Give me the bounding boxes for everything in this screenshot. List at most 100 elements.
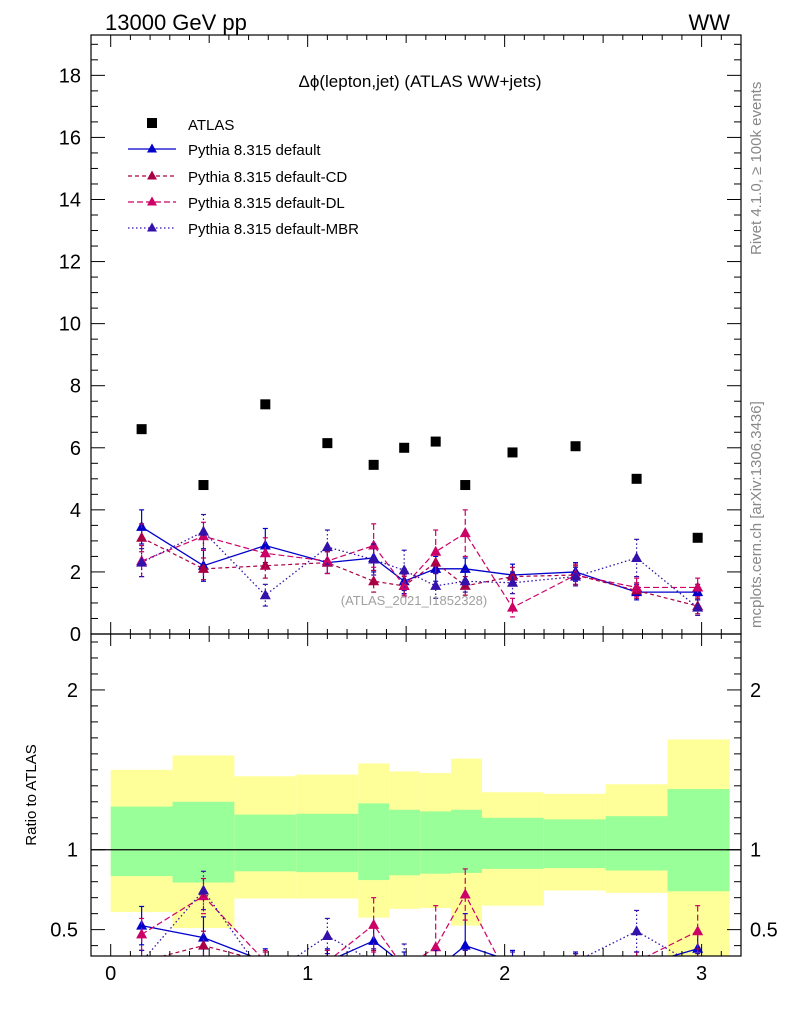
main-panel-data — [136, 399, 704, 618]
ratio-panel-data — [136, 868, 704, 972]
ratio-marker-cd — [465, 955, 466, 956]
rivet-version-label: Rivet 4.1.0, ≥ 100k events — [748, 82, 765, 255]
main-marker-dl — [398, 579, 410, 590]
x-axis-tick-labels: 0 1 2 3 — [105, 963, 707, 985]
ratio-line-dl — [141, 893, 698, 956]
ratio-axis-label: Ratio to ATLAS — [23, 744, 40, 845]
ratio-band-inner — [389, 809, 421, 876]
ratio-marker-dl — [265, 955, 266, 956]
ratio-band-inner — [481, 817, 544, 869]
main-marker-default — [259, 539, 271, 550]
ratio-marker-mbr — [435, 955, 436, 956]
legend: ATLAS Pythia 8.315 default Pythia 8.315 … — [128, 117, 359, 238]
legend-label-mbr: Pythia 8.315 default-MBR — [188, 221, 359, 238]
y-tick-label: 4 — [70, 500, 81, 522]
ratio-marker-mbr — [403, 955, 405, 956]
main-line-default — [141, 526, 698, 593]
ratio-marker-dl — [575, 955, 576, 956]
ratio-y-tick-label-right: 1 — [750, 840, 761, 862]
atlas-data-point — [570, 441, 581, 452]
main-marker-mbr — [321, 541, 333, 552]
ratio-marker-cd — [265, 955, 266, 956]
header-process: WW — [688, 10, 730, 35]
main-marker-dl — [631, 581, 643, 592]
atlas-data-point — [260, 399, 271, 410]
atlas-data-point — [136, 424, 147, 435]
main-marker-mbr — [692, 601, 704, 612]
ratio-marker-dl — [459, 888, 471, 899]
ratio-marker-default — [327, 955, 328, 956]
ratio-marker-dl — [430, 941, 442, 952]
main-marker-mbr — [570, 570, 582, 581]
x-tick-label: 3 — [696, 963, 707, 985]
analysis-watermark: (ATLAS_2021_I1852328) — [341, 593, 487, 608]
main-marker-dl — [459, 527, 471, 538]
main-line-dl — [141, 532, 698, 609]
chart-title: Δϕ(lepton,jet) (ATLAS WW+jets) — [298, 72, 541, 91]
ratio-y-tick-label-right: 0.5 — [750, 920, 778, 942]
legend-label-dl: Pythia 8.315 default-DL — [188, 195, 345, 212]
legend-label-default: Pythia 8.315 default — [188, 142, 321, 159]
ratio-marker-default — [399, 959, 410, 969]
y-tick-label: 6 — [70, 438, 81, 460]
legend-label-atlas: ATLAS — [188, 117, 234, 134]
ratio-marker-mbr — [373, 955, 374, 956]
y-tick-label: 8 — [70, 376, 81, 398]
ratio-marker-mbr — [465, 955, 466, 956]
atlas-data-point — [322, 438, 333, 449]
ratio-marker-mbr — [631, 925, 643, 936]
ratio-line-default — [141, 924, 698, 956]
legend-marker-default — [147, 143, 157, 153]
main-marker-mbr — [631, 551, 643, 562]
main-panel-axes: 0 2 4 6 8 10 12 14 16 18 — [59, 35, 742, 646]
ratio-marker-default — [368, 934, 380, 945]
y-tick-label: 14 — [59, 189, 81, 211]
ratio-marker-cd — [575, 955, 576, 956]
atlas-data-point — [368, 459, 379, 470]
ratio-marker-mbr — [141, 955, 142, 956]
ratio-panel-bands — [91, 739, 741, 956]
ratio-marker-default — [692, 942, 704, 953]
atlas-data-point — [399, 442, 410, 453]
main-marker-dl — [430, 545, 442, 556]
y-tick-label: 12 — [59, 252, 81, 274]
ratio-y-tick-label-right: 2 — [750, 680, 761, 702]
y-tick-label: 10 — [59, 314, 81, 336]
legend-marker-dl — [147, 196, 157, 206]
atlas-data-point — [460, 480, 471, 491]
main-marker-cd — [136, 531, 148, 542]
ratio-marker-default — [197, 931, 209, 942]
legend-marker-mbr — [147, 222, 157, 232]
ratio-y-tick-label: 2 — [67, 680, 78, 702]
main-marker-cd — [197, 562, 209, 573]
main-marker-dl — [321, 555, 333, 566]
main-marker-cd — [259, 559, 271, 570]
mcplots-label: mcplots.cern.ch [arXiv:1306.3436] — [748, 401, 765, 628]
main-marker-mbr — [259, 589, 271, 600]
ratio-marker-cd — [373, 955, 374, 956]
ratio-marker-cd — [435, 955, 436, 956]
ratio-marker-mbr — [575, 955, 576, 956]
ratio-band-inner — [667, 789, 730, 892]
main-marker-cd — [368, 575, 380, 586]
main-marker-dl — [259, 547, 271, 558]
main-marker-dl — [692, 581, 704, 592]
legend-label-cd: Pythia 8.315 default-CD — [188, 169, 347, 186]
ratio-marker-dl — [399, 962, 410, 972]
x-tick-label: 1 — [302, 963, 313, 985]
ratio-marker-default — [631, 960, 642, 970]
ratio-panel-axes: 0.5 0.5 1 1 2 2 — [50, 634, 778, 956]
y-tick-label: 16 — [59, 127, 81, 149]
y-tick-label: 2 — [70, 562, 81, 584]
atlas-data-point — [631, 473, 642, 484]
ratio-marker-dl — [327, 955, 328, 956]
x-tick-label: 2 — [499, 963, 510, 985]
x-tick-label: 0 — [105, 963, 116, 985]
y-tick-label: 18 — [59, 65, 81, 87]
ratio-marker-dl — [636, 955, 637, 956]
ratio-band-inner — [605, 816, 668, 871]
ratio-marker-mbr — [321, 930, 333, 941]
main-marker-mbr — [197, 525, 209, 536]
main-marker-mbr — [459, 575, 471, 586]
